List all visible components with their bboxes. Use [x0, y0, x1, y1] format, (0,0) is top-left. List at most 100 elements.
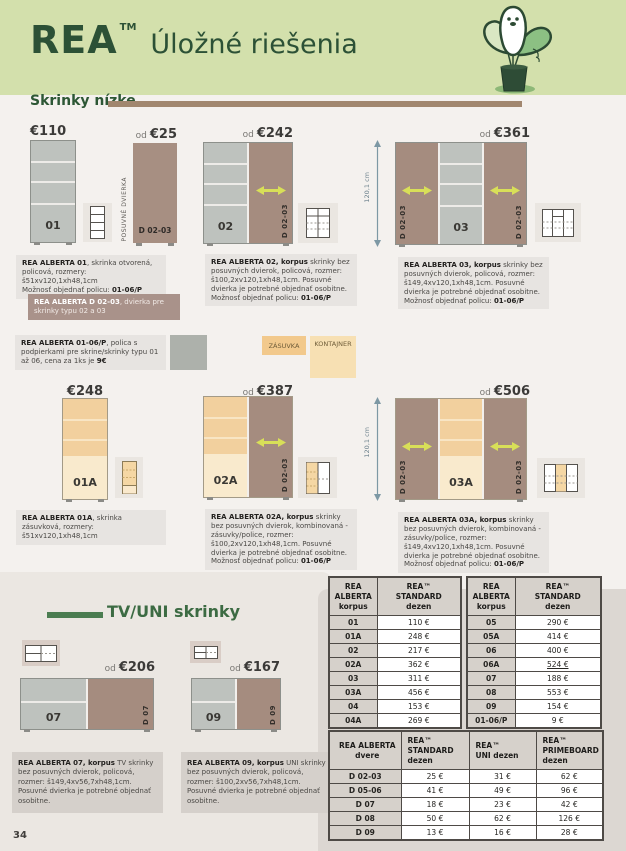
price-cell: 524 €	[514, 657, 602, 673]
price-cell: 28 €	[535, 825, 604, 841]
cabinet-body: 02A	[204, 397, 247, 497]
price-cell: 414 €	[514, 629, 602, 645]
price-prefix: od	[242, 388, 254, 398]
cabinet-body: 07	[21, 679, 86, 729]
shelf-line	[440, 204, 482, 207]
table-row: 09 154 €	[466, 699, 602, 715]
cabinet-foot	[168, 243, 174, 246]
cabinet-number: 07	[45, 711, 62, 724]
price-cell: 9 €	[514, 713, 602, 729]
korpus-code-cell: 01-06/P	[466, 713, 516, 729]
door-code: D 02-03	[515, 459, 523, 494]
foot-text: Možnosť objednať policu:	[211, 293, 301, 302]
drawer-line	[440, 419, 482, 421]
description-text: REA ALBERTA 01A, skrinka zásuvková, rozm…	[22, 514, 160, 541]
cabinet-number: 03A	[449, 476, 473, 489]
product-illustration-door-d02-03: D 02-03	[133, 143, 177, 246]
description-foot: Možnosť objednať policu: 01-06/P	[211, 294, 351, 303]
shelf-line	[440, 163, 482, 166]
price-cell: 456 €	[376, 685, 462, 701]
foot-text: Možnosť objednať policu:	[404, 296, 494, 305]
description-body: skrinky bez posuvných dvierok, kombinova…	[211, 513, 348, 557]
product-code: REA ALBERTA 01	[22, 259, 87, 267]
price-prefix: od	[479, 388, 491, 398]
panel-gap	[86, 679, 88, 729]
table-header-row: REA ALBERTA korpus REA™ STANDARD dezen	[466, 576, 602, 617]
price-cell: 154 €	[514, 699, 602, 715]
description-body: skrinky bez posuvných dvierok, policová,…	[404, 261, 543, 296]
drawer-line	[440, 439, 482, 441]
table-row: D 07 18 € 23 € 42 €	[328, 797, 604, 813]
sliding-door-side-label: POSUVNÉ DVIERKA	[121, 177, 128, 242]
korpus-code-cell: 06A	[466, 657, 516, 673]
table-row: 03 311 €	[328, 671, 462, 687]
cabinet-foot	[24, 729, 30, 732]
sliding-door-left: D 02-03	[396, 143, 438, 244]
cabinet-body: 03	[440, 143, 482, 244]
drawer-line	[204, 437, 247, 439]
table-row: D 05-06 41 € 49 € 96 €	[328, 783, 604, 799]
sliding-door: D 09	[237, 679, 280, 729]
foot-code: 01-06/P	[493, 296, 525, 305]
korpus-code-cell: 02	[328, 643, 378, 659]
shelf-line	[31, 202, 75, 205]
price-cell: 23 €	[468, 797, 537, 813]
shelf-line	[31, 181, 75, 184]
table-row: 06A 524 €	[466, 657, 602, 673]
description-foot: Možnosť objednať policu: 01-06/P	[22, 286, 160, 295]
description-text: REA ALBERTA 02, korpus skrinky bez posuv…	[211, 258, 351, 294]
price-prefix: od	[229, 664, 241, 674]
price-cell: 269 €	[376, 713, 462, 729]
cabinet-foot	[144, 729, 150, 732]
trademark-mark: TM	[119, 22, 137, 33]
product-code: REA ALBERTA 01A	[22, 514, 93, 522]
price-cell: 62 €	[535, 769, 604, 785]
cabinet-foot	[399, 244, 405, 247]
door-code: D 09	[269, 705, 277, 725]
schematic-icon-02a	[298, 457, 337, 498]
product-code: REA ALBERTA 03, korpus	[404, 261, 501, 269]
product-illustration-07: 07 D 07	[20, 678, 154, 732]
description-body: , skrinka otvorená, policová, rozmery: š…	[22, 259, 153, 285]
tag-label: ZÁSUVKA	[268, 341, 300, 350]
description-text: REA ALBERTA 09, korpus UNI skrinky bez p…	[187, 759, 326, 806]
korpus-code-cell: 08	[466, 685, 516, 701]
korpus-code-cell: 09	[466, 699, 516, 715]
table-row: 05 290 €	[466, 615, 602, 631]
price-cell: 110 €	[376, 615, 462, 631]
schematic-icon-03	[535, 203, 581, 242]
price-cell: 41 €	[400, 783, 470, 799]
panel-gap	[482, 143, 484, 244]
cabinet-foot	[207, 243, 213, 246]
dimension-label: 120,1 cm	[363, 427, 371, 458]
description-03a: REA ALBERTA 03A, korpus skrinky bez posu…	[398, 512, 549, 574]
description-door-d02-03: REA ALBERTA D 02-03, dvierka pre skrinky…	[28, 294, 180, 320]
price-07: od €206	[93, 660, 155, 675]
cabinet-number: 01	[45, 219, 61, 232]
sliding-double-arrow-icon	[255, 438, 286, 447]
schematic-icon-01a	[115, 457, 143, 498]
price-door: od €25	[130, 127, 177, 142]
price-01: €110	[30, 124, 76, 139]
product-code: REA ALBERTA 09, korpus	[187, 759, 284, 767]
price-03a: od €506	[465, 384, 530, 399]
korpus-code-cell: 01	[328, 615, 378, 631]
description-09: REA ALBERTA 09, korpus UNI skrinky bez p…	[181, 752, 332, 814]
shelf-line	[21, 701, 86, 703]
cabinet-number: 03	[453, 221, 469, 234]
table-row: 04 153 €	[328, 699, 462, 715]
price-cell: 400 €	[514, 643, 602, 659]
table-row: D 09 13 € 16 € 28 €	[328, 825, 604, 841]
column-header-uni-dezen: REA™ UNI dezen	[468, 730, 537, 771]
price-cell: 248 €	[376, 629, 462, 645]
price-cell: 31 €	[468, 769, 537, 785]
description-03: REA ALBERTA 03, korpus skrinky bez posuv…	[398, 257, 549, 310]
description-02: REA ALBERTA 02, korpus skrinky bez posuv…	[205, 254, 357, 307]
description-shelf-01-06p: REA ALBERTA 01-06/P, polica s podpierkam…	[15, 335, 166, 370]
korpus-code-cell: 05A	[466, 629, 516, 645]
description-01a: REA ALBERTA 01A, skrinka zásuvková, rozm…	[16, 510, 166, 545]
korpus-code-cell: 07	[466, 671, 516, 687]
drawer-tag: ZÁSUVKA	[262, 336, 306, 355]
brand-logo: REA	[30, 18, 118, 62]
description-text: REA ALBERTA 01, skrinka otvorená, polico…	[22, 259, 160, 286]
